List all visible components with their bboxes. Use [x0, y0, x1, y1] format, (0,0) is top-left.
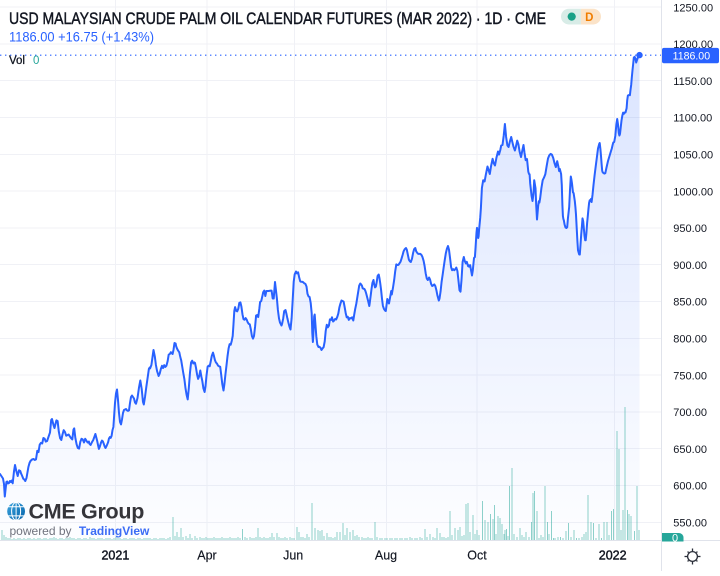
svg-text:powered by: powered by: [10, 524, 72, 538]
svg-text:1100.00: 1100.00: [673, 113, 712, 125]
svg-text:CME Group: CME Group: [29, 500, 145, 524]
svg-text:600.00: 600.00: [673, 481, 707, 493]
svg-text:0: 0: [33, 55, 39, 67]
svg-text:D: D: [585, 12, 593, 24]
svg-text:850.00: 850.00: [673, 297, 707, 309]
svg-text:2022: 2022: [599, 549, 627, 563]
svg-text:1250.00: 1250.00: [673, 2, 713, 14]
svg-text:950.00: 950.00: [673, 223, 707, 235]
svg-text:900.00: 900.00: [673, 260, 707, 272]
svg-text:2021: 2021: [101, 549, 129, 563]
svg-text:800.00: 800.00: [673, 334, 707, 346]
svg-text:750.00: 750.00: [673, 370, 707, 382]
svg-text:Oct: Oct: [467, 549, 487, 563]
svg-text:Vol: Vol: [9, 55, 25, 67]
svg-text:USD MALAYSIAN CRUDE PALM OIL C: USD MALAYSIAN CRUDE PALM OIL CALENDAR FU…: [9, 10, 546, 28]
svg-text:1000.00: 1000.00: [673, 186, 713, 198]
svg-text:1186.00: 1186.00: [673, 51, 711, 63]
svg-text:650.00: 650.00: [673, 444, 707, 456]
svg-text:0: 0: [672, 533, 678, 545]
svg-text:1050.00: 1050.00: [673, 150, 713, 162]
svg-text:550.00: 550.00: [673, 518, 707, 530]
svg-text:TradingView: TradingView: [79, 524, 150, 538]
svg-text:1186.00 +16.75 (+1.43%): 1186.00 +16.75 (+1.43%): [9, 29, 154, 44]
svg-text:Apr: Apr: [197, 549, 216, 563]
svg-text:1150.00: 1150.00: [673, 76, 712, 88]
svg-text:700.00: 700.00: [673, 407, 707, 419]
svg-text:Aug: Aug: [375, 549, 397, 563]
svg-text:Jun: Jun: [283, 549, 303, 563]
